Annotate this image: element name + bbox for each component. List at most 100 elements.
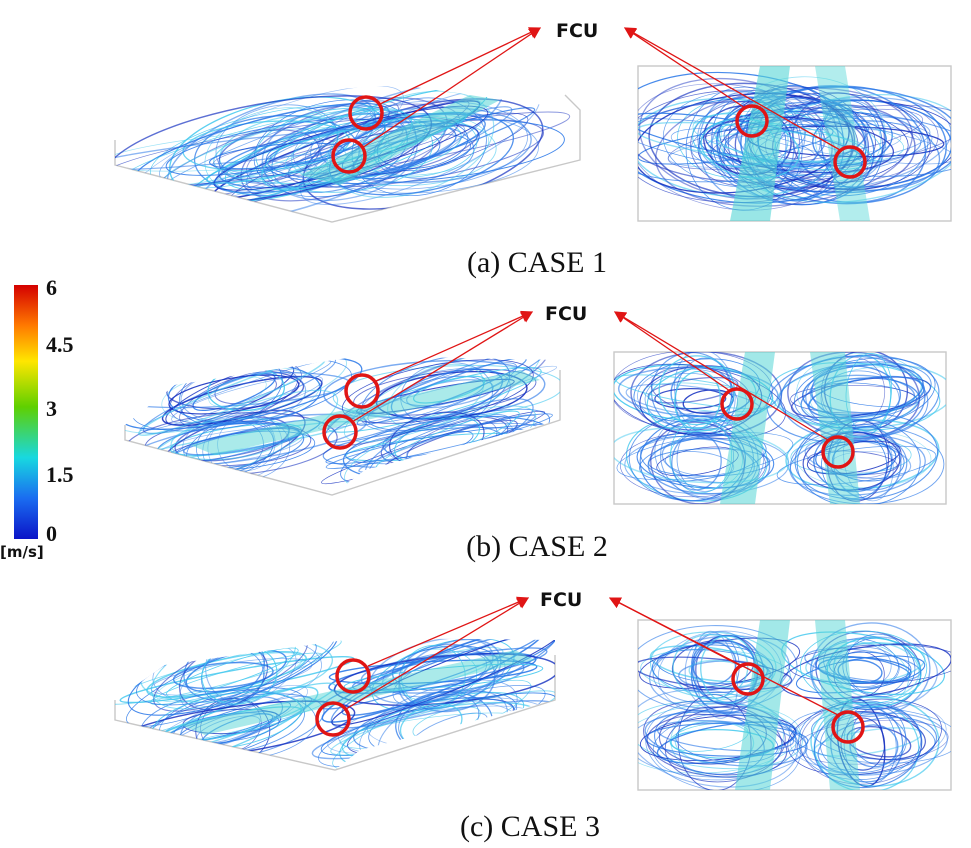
streamline [808,375,925,419]
fcu-marker [344,373,380,409]
streamline [654,411,765,499]
fcu-marker [315,701,351,737]
streamline [125,356,348,434]
streamline [810,622,931,718]
fcu-marker [821,435,855,469]
streamline [205,638,266,702]
fcu-marker [731,662,765,696]
streamline [638,71,867,204]
streamline [139,360,332,432]
streamline [208,376,267,408]
streamline [115,125,448,171]
jet-band [190,370,540,455]
isometric-view-case-3 [114,638,556,771]
fcu-arrow [375,310,534,382]
streamline [333,653,555,706]
streamline [172,661,274,690]
fcu-marker [335,658,371,694]
streamline [168,374,300,415]
streamline [675,721,779,763]
fcu-label: FCU [545,303,587,325]
room-outline [124,370,561,496]
streamline [813,704,923,789]
streamline [796,719,949,765]
streamline [615,374,777,410]
fcu-arrow [361,27,541,149]
streamline [614,352,773,431]
streamline [331,638,555,726]
streamline [667,108,924,170]
colorbar-tick-4-5: 4.5 [46,332,74,357]
streamline [327,356,549,443]
colorbar-tick-1-5: 1.5 [46,462,74,487]
streamline [778,361,932,423]
fcu-arrow [345,597,529,710]
colorbar-tick-3: 3 [46,396,57,421]
streamline [639,435,767,482]
streamline [743,115,931,164]
panel-case-2: FCU (b) CASE 2 [124,303,947,563]
streamline [646,713,788,778]
fcu-arrow [351,311,533,423]
top-view-case-3 [637,619,952,791]
jet-band [300,95,500,185]
fcu-arrow [623,27,841,151]
room-outline [114,94,581,223]
streamline [115,638,342,705]
streamline [800,701,923,785]
streamline [809,374,916,414]
fcu-marker [720,387,754,421]
jet-band [720,352,860,504]
streamline [616,432,794,481]
caption-case-1: (a) CASE 1 [467,246,607,279]
streamline [265,125,441,180]
streamline [819,99,887,179]
streamline [644,711,808,767]
fcu-arrow [367,596,530,667]
colorbar-gradient [14,285,38,539]
streamline [800,630,928,705]
streamline [796,418,921,504]
jet-band [730,66,870,221]
room-outline [114,655,556,771]
streamline [739,90,839,187]
streamline [804,648,922,682]
fcu-label: FCU [540,589,582,611]
streamline [321,638,545,723]
streamline [817,717,938,775]
panel-case-3: FCU (c) CASE 3 [114,589,952,843]
streamlines [115,85,571,222]
streamline [647,437,771,495]
streamline [638,656,793,690]
fcu-arrow [624,27,746,109]
room-outline [637,65,952,222]
fcu-marker [331,138,367,174]
streamline [809,366,922,419]
fcu-marker [833,145,867,179]
streamline [723,110,951,177]
colorbar-tick-0: 0 [46,521,57,546]
streamline [166,647,299,697]
streamline [617,366,779,418]
room-outline [613,351,947,505]
caption-case-3: (c) CASE 3 [460,810,600,843]
streamline [156,652,303,703]
streamline [171,375,323,424]
streamline [805,712,948,776]
streamline [341,359,534,424]
streamline [692,111,904,164]
streamline [619,432,766,498]
fcu-marker [348,95,384,131]
streamline [671,433,722,491]
room-outline [637,619,952,791]
panel-case-1: FCU (a) CASE 1 [114,20,952,279]
fcu-label: FCU [556,20,598,42]
streamline [193,85,504,222]
jet-band [735,620,860,790]
streamline [640,648,791,695]
fcu-arrow [379,27,542,105]
streamline [639,637,801,689]
streamline [672,634,749,700]
colorbar: 6 4.5 3 1.5 0 [m/s] [0,275,74,561]
